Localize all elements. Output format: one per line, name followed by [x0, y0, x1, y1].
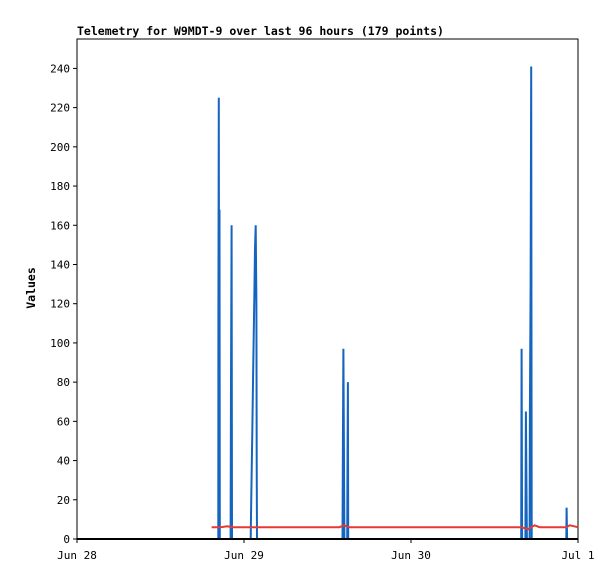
y-tick-label: 20: [57, 494, 70, 507]
series-line-2: [211, 524, 579, 531]
x-tick-label: Jul 1: [561, 549, 594, 562]
y-tick-label: 60: [57, 415, 70, 428]
x-tick-label: Jun 29: [224, 549, 264, 562]
x-axis: Jun 28 Jun 29 Jun 30 Jul 1: [57, 539, 595, 562]
y-tick-label: 80: [57, 376, 70, 389]
y-tick-label: 40: [57, 455, 70, 468]
y-tick-label: 120: [50, 298, 70, 311]
chart-title: Telemetry for W9MDT-9 over last 96 hours…: [77, 24, 444, 38]
series-layer: [77, 66, 579, 540]
y-tick-label: 200: [50, 141, 70, 154]
y-axis: 0 20 40 60 80 100 120 140 160 180 200 220 240: [50, 62, 77, 546]
x-tick-label: Jun 28: [57, 549, 97, 562]
y-tick-label: 0: [63, 533, 70, 546]
y-tick-label: 240: [50, 62, 70, 75]
series-line-1: [217, 66, 569, 540]
y-tick-label: 180: [50, 180, 70, 193]
y-tick-label: 160: [50, 219, 70, 232]
plot-frame: [76, 38, 579, 540]
y-tick-label: 140: [50, 258, 70, 271]
y-tick-label: 220: [50, 102, 70, 115]
y-axis-label: Values: [24, 267, 38, 309]
y-tick-label: 100: [50, 337, 70, 350]
x-tick-label: Jun 30: [391, 549, 431, 562]
